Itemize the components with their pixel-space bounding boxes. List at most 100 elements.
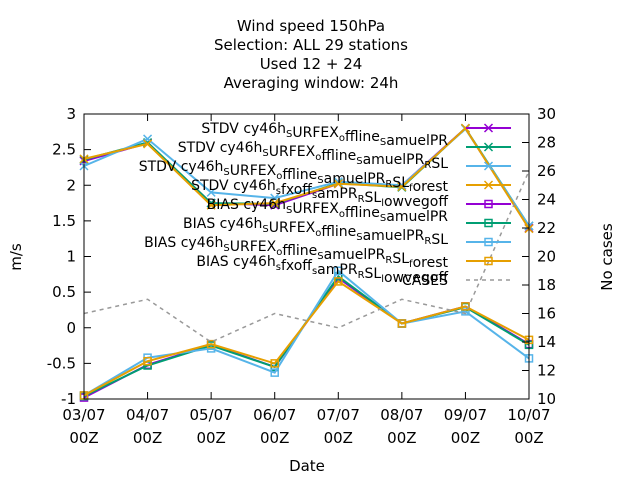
data-point xyxy=(460,123,470,133)
legend-item: STDV cy46hSURFEXofflineSamuelPR xyxy=(201,121,511,149)
y2-tick-label: 28 xyxy=(537,134,556,152)
x-tick-label-hour: 00Z xyxy=(387,429,416,447)
data-point xyxy=(270,359,279,368)
data-point xyxy=(206,339,216,349)
data-point xyxy=(334,277,343,286)
legend-item: CASES xyxy=(402,273,511,289)
x-tick-label: 04/07 xyxy=(126,406,169,424)
legend-item: BIAS cy46hsfxoffsamPRRSLlowvegoff xyxy=(196,254,511,286)
data-point xyxy=(483,180,494,190)
data-point xyxy=(334,266,343,275)
title-line: Averaging window: 24h xyxy=(224,74,399,92)
data-point xyxy=(333,179,343,189)
title-line: Used 12 + 24 xyxy=(260,55,363,73)
x-tick-label: 08/07 xyxy=(380,406,423,424)
y2-axis-label: No cases xyxy=(598,223,616,291)
legend-label: CASES xyxy=(402,273,448,289)
y2-tick-label: 12 xyxy=(537,362,556,380)
data-point xyxy=(397,182,407,192)
series-line xyxy=(83,276,530,399)
data-point xyxy=(270,198,280,208)
y-tick-label: -0.5 xyxy=(47,354,76,372)
y2-tick-label: 10 xyxy=(537,390,556,408)
data-point xyxy=(483,142,494,152)
y2-tick-label: 24 xyxy=(537,191,556,209)
y2-tick-label: 30 xyxy=(537,105,556,123)
y-axis-label: m/s xyxy=(7,243,25,271)
data-point xyxy=(397,319,407,328)
x-tick-label: 07/07 xyxy=(317,406,360,424)
series xyxy=(79,273,534,402)
series xyxy=(83,170,530,343)
legend-label: BIAS cy46hSURFEXofflineSamuelPRRSLforest xyxy=(144,235,448,271)
y-tick-label: 0 xyxy=(66,319,76,337)
data-point xyxy=(484,237,493,247)
legend-item: BIAS cy46hSURFEXofflineSamuelPR xyxy=(207,197,511,225)
legend-label: STDV cy46hSURFEXofflineSamuelPR xyxy=(201,121,448,149)
data-point xyxy=(206,200,216,210)
data-point xyxy=(484,199,493,209)
legend-item: BIAS cy46hSURFEXofflineSamuelPRRSL xyxy=(183,216,511,248)
y2-tick-label: 18 xyxy=(537,276,556,294)
x-tick-label-hour: 00Z xyxy=(260,429,289,447)
y2-tick-label: 20 xyxy=(537,248,556,266)
legend-item: STDV cy46hsfxoffsamPRRSLlowvegoff xyxy=(191,178,511,210)
series-line xyxy=(83,274,530,398)
y-tick-label: 1.5 xyxy=(52,212,76,230)
y-tick-label: -1 xyxy=(61,390,76,408)
y-tick-label: 0.5 xyxy=(52,283,76,301)
legend-item: STDV cy46hSURFEXofflineSamuelPRRSL xyxy=(178,140,511,172)
y2-tick-label: 22 xyxy=(537,219,556,237)
series xyxy=(79,277,534,400)
y2-tick-label: 26 xyxy=(537,162,556,180)
series-line xyxy=(83,126,530,230)
x-tick-label-hour: 00Z xyxy=(324,429,353,447)
data-point xyxy=(484,256,493,266)
data-point xyxy=(397,180,407,190)
legend-label: STDV cy46hSURFEXofflineSamuelPRRSL xyxy=(178,140,449,172)
legend-item: BIAS cy46hSURFEXofflineSamuelPRRSLforest xyxy=(144,235,511,271)
series-line xyxy=(83,269,530,397)
legend-item: STDV cy46hSURFEXofflineSamuelPRRSLforest xyxy=(139,159,511,195)
x-axis-label: Date xyxy=(289,457,325,475)
y2-tick-label: 14 xyxy=(537,333,556,351)
x-tick-label: 09/07 xyxy=(444,406,487,424)
series xyxy=(79,266,534,400)
x-tick-label-hour: 00Z xyxy=(514,429,543,447)
y2-tick-label: 16 xyxy=(537,305,556,323)
y-tick-label: 3 xyxy=(66,105,76,123)
data-point xyxy=(483,161,494,171)
x-tick-label-hour: 00Z xyxy=(196,429,225,447)
data-point xyxy=(270,368,279,377)
series-group xyxy=(79,123,534,402)
x-axis-ticks: 03/07 00Z 04/07 00Z 05/07 00Z 06/07 00Z 07/07 00Z… xyxy=(62,114,551,447)
x-tick-label: 03/07 xyxy=(62,406,105,424)
series-line xyxy=(83,170,530,343)
x-tick-label-hour: 00Z xyxy=(133,429,162,447)
data-point xyxy=(143,139,153,149)
y-tick-label: 2.5 xyxy=(52,141,76,159)
x-tick-label: 06/07 xyxy=(253,406,296,424)
y-axis-ticks: -1 -0.5 0 0.5 1 1.5 2 2.5 3 xyxy=(47,105,91,408)
series-line xyxy=(83,280,530,397)
legend-label: STDV cy46hSURFEXofflineSamuelPRRSLforest xyxy=(139,159,449,195)
data-point xyxy=(206,187,216,197)
legend-label: STDV cy46hsfxoffsamPRRSLlowvegoff xyxy=(191,178,448,210)
x-tick-label-hour: 00Z xyxy=(69,429,98,447)
y-tick-label: 2 xyxy=(66,176,76,194)
data-point xyxy=(484,218,493,228)
x-tick-label-hour: 00Z xyxy=(451,429,480,447)
y-tick-label: 1 xyxy=(66,248,76,266)
data-point xyxy=(143,356,152,366)
data-point xyxy=(483,123,494,133)
x-tick-label: 10/07 xyxy=(507,406,550,424)
legend-label: BIAS cy46hsfxoffsamPRRSLlowvegoff xyxy=(196,254,448,286)
title-line: Wind speed 150hPa xyxy=(237,17,385,35)
y2-axis-ticks: 10 12 14 16 18 20 22 24 26 28 30 xyxy=(522,105,556,408)
series xyxy=(79,272,534,401)
legend-label: BIAS cy46hSURFEXofflineSamuelPRRSL xyxy=(183,216,448,248)
title-line: Selection: ALL 29 stations xyxy=(214,36,408,54)
data-point xyxy=(461,307,470,316)
